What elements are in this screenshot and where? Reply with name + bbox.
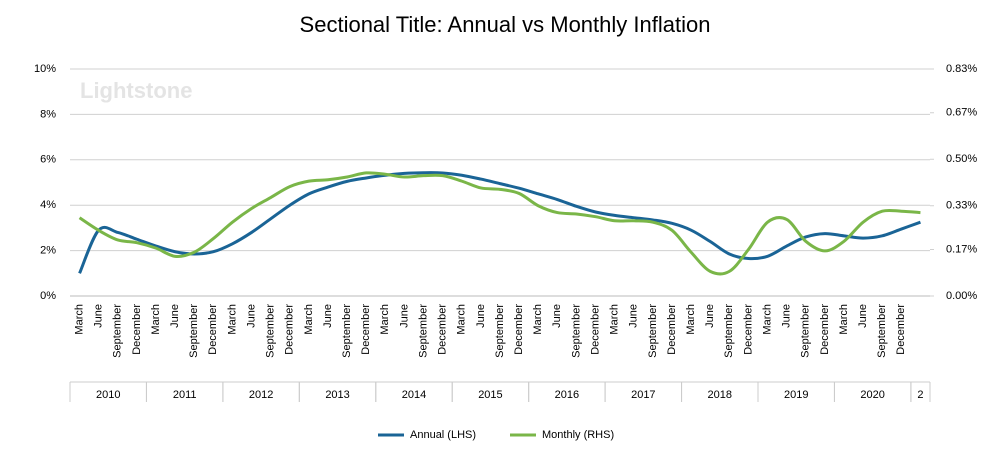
year-label: 2014 xyxy=(402,389,426,401)
x-tick-label: March xyxy=(532,304,544,335)
x-tick-label: September xyxy=(570,304,582,358)
y-tick-label: 8% xyxy=(40,108,56,120)
x-tick-label: June xyxy=(475,304,487,328)
year-label: 2016 xyxy=(555,389,579,401)
series-line xyxy=(78,171,921,276)
year-label: 2010 xyxy=(96,389,120,401)
x-tick-label: September xyxy=(723,304,735,358)
x-tick-label: June xyxy=(704,304,716,328)
x-tick-label: June xyxy=(551,304,563,328)
year-label: 2020 xyxy=(860,389,884,401)
x-tick-label: June xyxy=(398,304,410,328)
x-tick-label: December xyxy=(131,304,143,355)
y2-tick-label: 0.67% xyxy=(946,107,977,119)
year-label: 2013 xyxy=(325,389,349,401)
chart-title: Sectional Title: Annual vs Monthly Infla… xyxy=(300,12,711,37)
x-tick-label: March xyxy=(150,304,162,335)
x-tick-label: June xyxy=(857,304,869,328)
x-tick-label: March xyxy=(379,304,391,335)
x-tick-label: December xyxy=(437,304,449,355)
y-tick-label: 10% xyxy=(34,63,56,75)
series-line xyxy=(78,171,921,274)
x-tick-label: March xyxy=(838,304,850,335)
x-tick-label: June xyxy=(93,304,105,328)
watermark: Lightstone xyxy=(80,78,192,103)
x-tick-label: September xyxy=(417,304,429,358)
x-tick-label: June xyxy=(245,304,257,328)
x-tick-label: June xyxy=(322,304,334,328)
x-tick-label: December xyxy=(207,304,219,355)
x-tick-label: June xyxy=(628,304,640,328)
x-tick-label: September xyxy=(800,304,812,358)
year-label: 2011 xyxy=(173,389,197,401)
x-tick-label: September xyxy=(265,304,277,358)
x-tick-label: December xyxy=(819,304,831,355)
y2-tick-label: 0.33% xyxy=(946,200,977,212)
x-tick-label: March xyxy=(685,304,697,335)
y-tick-label: 4% xyxy=(40,199,56,211)
x-tick-label: September xyxy=(188,304,200,358)
x-tick-label: March xyxy=(761,304,773,335)
year-label: 2017 xyxy=(631,389,655,401)
year-label: 2019 xyxy=(784,389,808,401)
legend-label: Annual (LHS) xyxy=(410,429,476,441)
x-tick-label: December xyxy=(895,304,907,355)
legend-label: Monthly (RHS) xyxy=(542,429,614,441)
x-tick-label: March xyxy=(73,304,85,335)
x-tick-label: September xyxy=(647,304,659,358)
x-tick-label: September xyxy=(112,304,124,358)
y-tick-label: 0% xyxy=(40,290,56,302)
year-label: 2012 xyxy=(249,389,273,401)
x-tick-label: September xyxy=(494,304,506,358)
x-tick-label: March xyxy=(609,304,621,335)
x-tick-label: March xyxy=(303,304,315,335)
x-tick-label: September xyxy=(876,304,888,358)
x-tick-label: September xyxy=(341,304,353,358)
x-tick-label: December xyxy=(360,304,372,355)
y2-tick-label: 0.00% xyxy=(946,290,977,302)
y-tick-label: 2% xyxy=(40,245,56,257)
x-tick-label: December xyxy=(284,304,296,355)
y2-tick-label: 0.83% xyxy=(946,63,977,75)
x-tick-label: March xyxy=(226,304,238,335)
x-tick-label: June xyxy=(781,304,793,328)
x-tick-label: March xyxy=(456,304,468,335)
x-tick-label: December xyxy=(589,304,601,355)
year-label: 2018 xyxy=(708,389,732,401)
y2-tick-label: 0.17% xyxy=(946,243,977,255)
year-label: 2015 xyxy=(478,389,502,401)
x-tick-label: December xyxy=(742,304,754,355)
y2-tick-label: 0.50% xyxy=(946,153,977,165)
year-label: 2 xyxy=(917,389,923,401)
x-tick-label: December xyxy=(513,304,525,355)
y-tick-label: 6% xyxy=(40,154,56,166)
x-tick-label: June xyxy=(169,304,181,328)
x-tick-label: December xyxy=(666,304,678,355)
